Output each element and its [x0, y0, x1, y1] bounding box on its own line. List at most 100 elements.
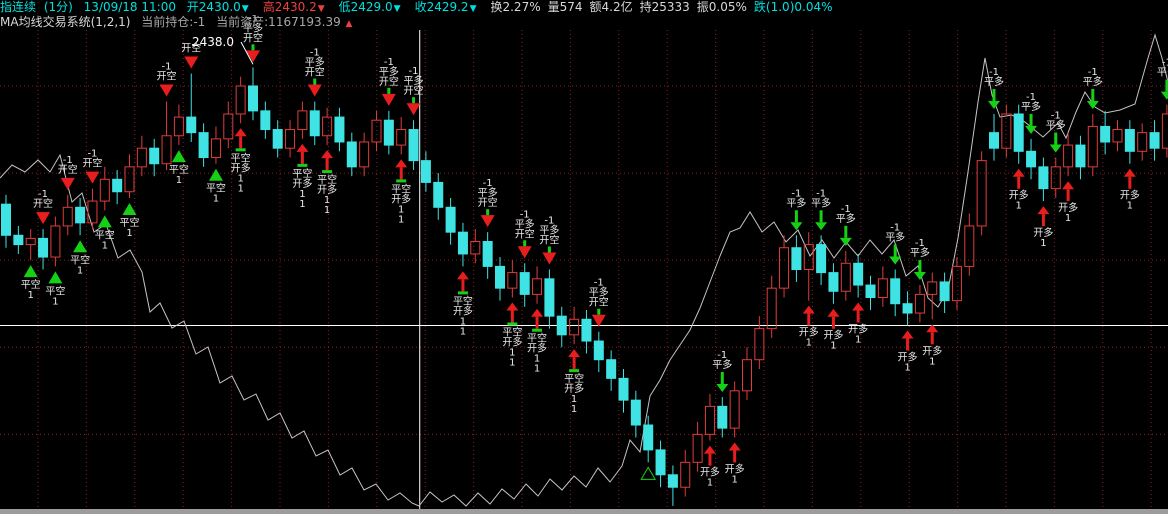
candle-down — [618, 369, 629, 413]
svg-text:开空: 开空 — [589, 296, 609, 309]
svg-text:-1: -1 — [162, 62, 172, 73]
svg-text:-1: -1 — [520, 209, 530, 220]
svg-text:平多: 平多 — [786, 196, 806, 209]
quote-field-量: 量574 — [547, 0, 583, 14]
svg-text:开空: 开空 — [305, 66, 325, 79]
close-long-marker: -1平多 — [885, 223, 905, 265]
candle-down — [433, 173, 444, 220]
candle-up — [50, 216, 61, 267]
svg-text:-1: -1 — [915, 238, 925, 249]
svg-text:开空: 开空 — [82, 157, 102, 170]
candle-down — [816, 235, 827, 286]
open-long-marker: 开多1 — [1033, 206, 1053, 249]
candle-up — [396, 117, 407, 155]
candle-up — [322, 107, 333, 146]
svg-text:开多: 开多 — [725, 462, 745, 475]
candle-up — [470, 229, 481, 264]
grid-layer — [0, 30, 1168, 509]
open-long-marker: 开多1 — [799, 305, 819, 349]
svg-text:1: 1 — [806, 338, 812, 349]
close-long-marker: -1平多 — [1021, 92, 1041, 134]
svg-text:开多: 开多 — [231, 161, 251, 174]
candle-up — [1161, 104, 1168, 158]
open-long-marker: 开多1 — [1058, 181, 1078, 224]
open-long-marker: 开多1 — [848, 302, 868, 345]
indicator-title: MA均线交易系统(1,2,1) — [0, 15, 131, 29]
candle-up — [1001, 104, 1012, 158]
candle-up — [1137, 123, 1148, 161]
svg-text:-1: -1 — [1026, 92, 1036, 103]
svg-text:1: 1 — [509, 357, 515, 368]
svg-text:2438.0: 2438.0 — [192, 35, 234, 49]
svg-text:平多: 平多 — [811, 196, 831, 209]
svg-text:1: 1 — [28, 290, 34, 301]
svg-text:开空: 开空 — [157, 70, 177, 83]
candle-down — [309, 101, 320, 146]
svg-text:1: 1 — [571, 394, 577, 405]
svg-text:开多: 开多 — [700, 466, 720, 479]
candle-up — [532, 266, 543, 304]
svg-text:1: 1 — [1040, 238, 1046, 249]
candle-up — [136, 135, 147, 177]
candle-up — [964, 213, 975, 276]
svg-text:-1: -1 — [384, 57, 394, 68]
candle-down — [989, 113, 999, 161]
svg-text:1: 1 — [460, 316, 466, 327]
quote-field-振: 振0.05% — [696, 0, 747, 14]
svg-text:开多: 开多 — [527, 342, 547, 355]
svg-text:1: 1 — [1065, 213, 1071, 224]
position-status: 当前持仓:-1 — [141, 15, 206, 29]
candle-down — [482, 232, 493, 279]
svg-text:开空: 开空 — [181, 42, 201, 55]
close-long-marker: -1平多 — [910, 238, 930, 281]
candle-down — [643, 415, 654, 463]
candle-up — [371, 110, 382, 152]
candle-up — [692, 421, 703, 472]
quote-field-收: 收2429.2▼ — [414, 0, 477, 14]
svg-text:-1: -1 — [594, 278, 604, 289]
open-long-marker: 开多1 — [898, 330, 918, 373]
svg-text:平多: 平多 — [1083, 75, 1103, 88]
svg-text:-1: -1 — [310, 48, 320, 59]
svg-text:1: 1 — [1016, 201, 1022, 212]
candle-down — [495, 257, 505, 301]
open-long-marker: 开多1 — [725, 442, 745, 485]
svg-text:开空: 开空 — [515, 227, 535, 240]
candle-down — [1013, 104, 1024, 164]
open-short-marker: -1开空 — [33, 189, 53, 225]
quote-field-低: 低2429.0▼ — [338, 0, 401, 14]
open-long-marker: 开多1 — [700, 445, 720, 489]
svg-text:平空: 平空 — [391, 182, 411, 195]
candle-down — [420, 151, 431, 192]
svg-text:平空: 平空 — [527, 332, 547, 345]
quote-datetime: 13/09/18 11:00 — [83, 0, 176, 14]
candle-down — [445, 197, 456, 245]
close-long-marker: -1平多 — [1046, 111, 1066, 153]
svg-text:平空: 平空 — [169, 163, 189, 176]
svg-text:1: 1 — [398, 214, 404, 225]
candle-down — [260, 101, 271, 139]
svg-text:平空: 平空 — [502, 325, 522, 338]
candle-up — [976, 151, 987, 236]
svg-text:开多: 开多 — [502, 335, 522, 348]
svg-text:-1: -1 — [989, 67, 999, 78]
svg-text:开多: 开多 — [922, 344, 942, 357]
candle-down — [556, 306, 567, 348]
candle-up — [25, 229, 36, 261]
svg-text:1: 1 — [534, 354, 540, 365]
svg-text:平空: 平空 — [317, 173, 337, 186]
candle-down — [1038, 157, 1049, 202]
candle-up — [569, 306, 580, 345]
svg-text:1: 1 — [237, 183, 243, 194]
svg-text:开多: 开多 — [453, 304, 473, 317]
svg-text:平多: 平多 — [836, 212, 856, 225]
svg-text:-1: -1 — [791, 188, 801, 199]
candle-up — [680, 449, 691, 497]
candle-up — [927, 272, 938, 320]
quote-fields: 开2430.0▼ 高2430.2▼ 低2429.0▼ 收2429.2▼ 换2.27% 量5… — [187, 0, 840, 14]
open-short-marker: 开空 — [181, 42, 201, 69]
